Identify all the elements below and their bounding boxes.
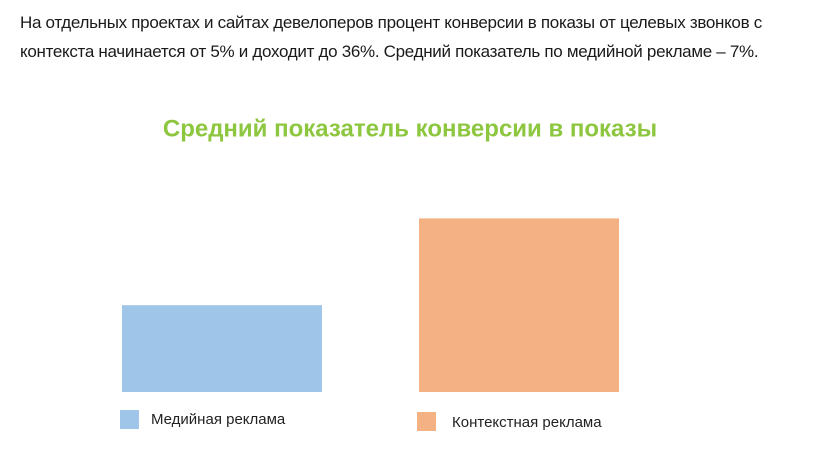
legend-swatch [120,410,139,429]
paragraph: На отдельных проектах и сайтах девелопер… [20,13,762,61]
legend-label: Медийная реклама [151,411,286,428]
chart-title: Средний показатель конверсии в показы [163,115,657,142]
bar [419,218,619,392]
legend-swatch [417,412,436,431]
bar [122,305,322,392]
legend-label: Контекстная реклама [452,414,602,431]
